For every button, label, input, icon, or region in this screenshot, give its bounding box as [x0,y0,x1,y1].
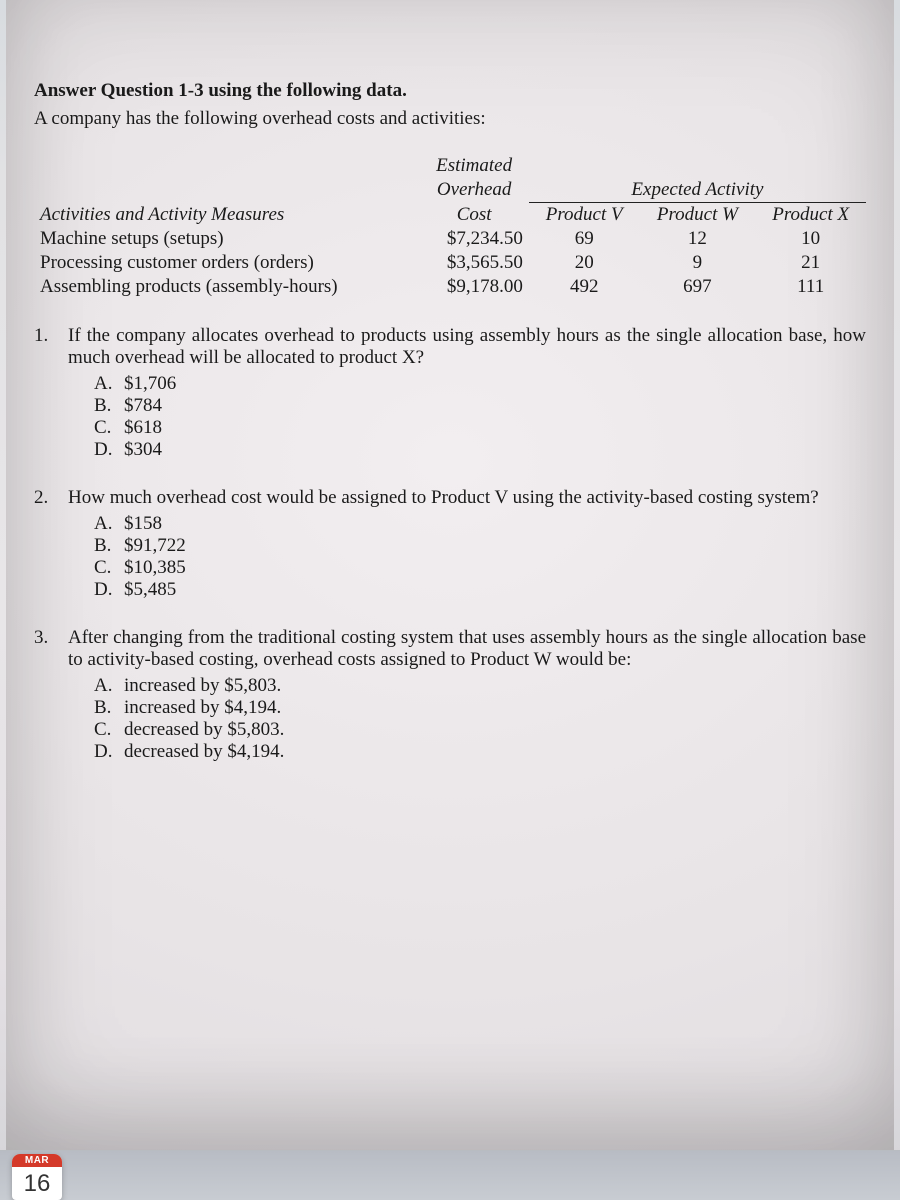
option-letter: D. [94,579,124,601]
question-number: 3. [34,627,68,763]
option-c: C.$10,385 [94,557,866,579]
option-text: $91,722 [124,535,186,557]
product-x-header: Product X [755,203,866,228]
cost-header-l2: Overhead [419,178,529,203]
v-cell: 69 [529,227,640,251]
option-letter: A. [94,675,124,697]
option-letter: B. [94,535,124,557]
option-text: decreased by $4,194. [124,741,284,763]
options-list: A.$1,706 B.$784 C.$618 D.$304 [68,373,866,461]
questions-list: 1. If the company allocates overhead to … [34,325,866,763]
v-cell: 492 [529,275,640,299]
question-text: After changing from the traditional cost… [68,627,866,671]
macos-dock: MAR 16 [0,1150,900,1200]
option-text: $784 [124,395,162,417]
question-text: How much overhead cost would be assigned… [68,487,866,509]
table-row: Processing customer orders (orders) $3,5… [34,251,866,275]
cost-cell: $7,234.50 [419,227,529,251]
product-v-header: Product V [529,203,640,228]
x-cell: 10 [755,227,866,251]
activities-header: Activities and Activity Measures [34,203,419,228]
option-d: D.$5,485 [94,579,866,601]
cost-header-l1: Estimated [419,154,529,178]
option-b: B.$784 [94,395,866,417]
expected-activity-header: Expected Activity [529,178,866,203]
w-cell: 9 [640,251,756,275]
w-cell: 12 [640,227,756,251]
overhead-table: Estimated Overhead Expected Activity Act… [34,154,866,299]
activity-cell: Assembling products (assembly-hours) [34,275,419,299]
table-row: Machine setups (setups) $7,234.50 69 12 … [34,227,866,251]
table-row: Assembling products (assembly-hours) $9,… [34,275,866,299]
cost-cell: $3,565.50 [419,251,529,275]
option-d: D.$304 [94,439,866,461]
activity-cell: Machine setups (setups) [34,227,419,251]
option-a: A.$158 [94,513,866,535]
option-letter: D. [94,439,124,461]
v-cell: 20 [529,251,640,275]
option-letter: A. [94,513,124,535]
calendar-dock-icon[interactable]: MAR 16 [12,1154,62,1200]
question-3: 3. After changing from the traditional c… [34,627,866,763]
option-letter: C. [94,557,124,579]
option-text: $158 [124,513,162,535]
intro-heading: Answer Question 1-3 using the following … [34,80,866,102]
option-b: B.$91,722 [94,535,866,557]
w-cell: 697 [640,275,756,299]
option-text: increased by $4,194. [124,697,281,719]
option-letter: C. [94,417,124,439]
option-a: A.increased by $5,803. [94,675,866,697]
option-letter: A. [94,373,124,395]
calendar-day-label: 16 [12,1167,62,1200]
option-letter: C. [94,719,124,741]
option-text: $304 [124,439,162,461]
question-number: 1. [34,325,68,461]
product-w-header: Product W [640,203,756,228]
option-letter: D. [94,741,124,763]
option-text: increased by $5,803. [124,675,281,697]
calendar-month-label: MAR [12,1154,62,1167]
option-text: $1,706 [124,373,176,395]
option-b: B.increased by $4,194. [94,697,866,719]
x-cell: 111 [755,275,866,299]
options-list: A.$158 B.$91,722 C.$10,385 D.$5,485 [68,513,866,601]
option-a: A.$1,706 [94,373,866,395]
question-number: 2. [34,487,68,601]
option-c: C.$618 [94,417,866,439]
option-d: D.decreased by $4,194. [94,741,866,763]
option-text: $10,385 [124,557,186,579]
option-c: C.decreased by $5,803. [94,719,866,741]
option-text: $5,485 [124,579,176,601]
option-text: $618 [124,417,162,439]
cost-header-l3: Cost [419,203,529,228]
cost-cell: $9,178.00 [419,275,529,299]
option-letter: B. [94,395,124,417]
option-letter: B. [94,697,124,719]
options-list: A.increased by $5,803. B.increased by $4… [68,675,866,763]
x-cell: 21 [755,251,866,275]
intro-subtext: A company has the following overhead cos… [34,108,866,130]
question-1: 1. If the company allocates overhead to … [34,325,866,461]
activity-cell: Processing customer orders (orders) [34,251,419,275]
question-text: If the company allocates overhead to pro… [68,325,866,369]
question-2: 2. How much overhead cost would be assig… [34,487,866,601]
option-text: decreased by $5,803. [124,719,284,741]
worksheet-page: Answer Question 1-3 using the following … [6,0,894,1150]
